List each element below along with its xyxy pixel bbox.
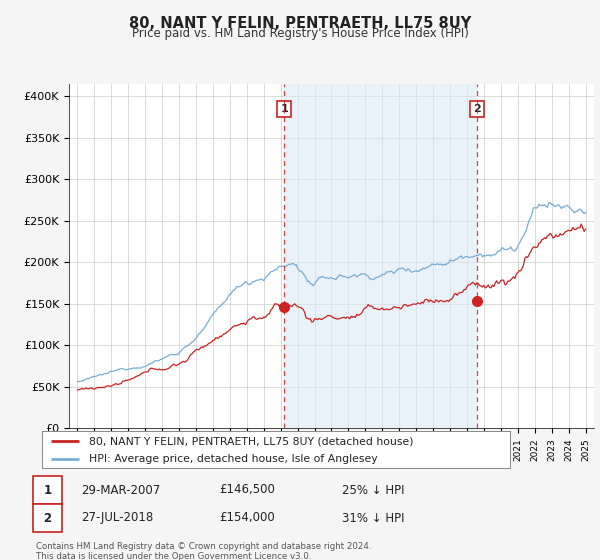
Text: £154,000: £154,000 — [219, 511, 275, 525]
Text: 80, NANT Y FELIN, PENTRAETH, LL75 8UY (detached house): 80, NANT Y FELIN, PENTRAETH, LL75 8UY (d… — [89, 436, 413, 446]
Text: Price paid vs. HM Land Registry's House Price Index (HPI): Price paid vs. HM Land Registry's House … — [131, 27, 469, 40]
Text: £146,500: £146,500 — [219, 483, 275, 497]
Bar — [284, 84, 476, 428]
Text: 25% ↓ HPI: 25% ↓ HPI — [342, 483, 404, 497]
Text: HPI: Average price, detached house, Isle of Anglesey: HPI: Average price, detached house, Isle… — [89, 454, 377, 464]
Text: 1: 1 — [281, 104, 288, 114]
Text: 27-JUL-2018: 27-JUL-2018 — [81, 511, 153, 525]
Text: 1: 1 — [43, 483, 52, 497]
Text: 2: 2 — [473, 104, 481, 114]
Text: 29-MAR-2007: 29-MAR-2007 — [81, 483, 160, 497]
Text: 2: 2 — [43, 511, 52, 525]
Text: Contains HM Land Registry data © Crown copyright and database right 2024.
This d: Contains HM Land Registry data © Crown c… — [36, 542, 371, 560]
Text: 31% ↓ HPI: 31% ↓ HPI — [342, 511, 404, 525]
Text: 80, NANT Y FELIN, PENTRAETH, LL75 8UY: 80, NANT Y FELIN, PENTRAETH, LL75 8UY — [129, 16, 471, 31]
